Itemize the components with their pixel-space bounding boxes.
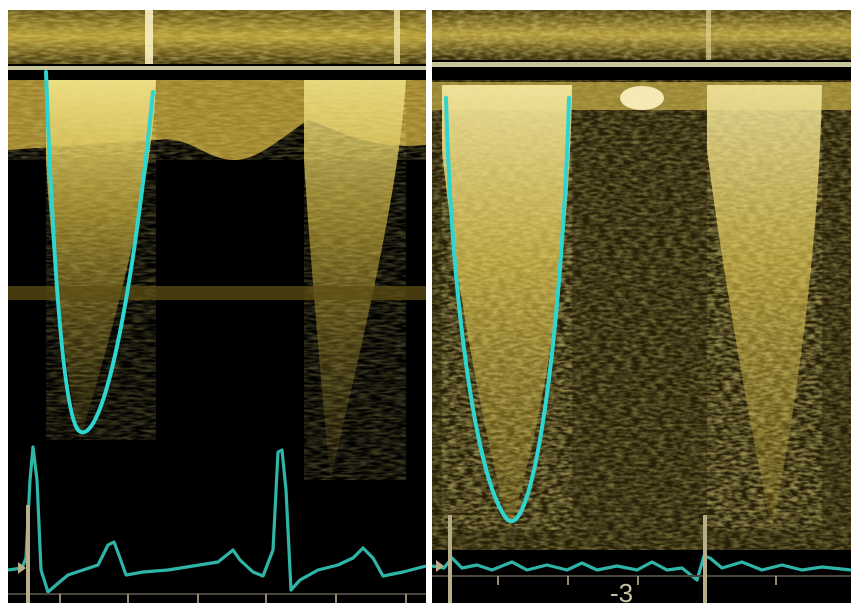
velocity-trace-right [444, 96, 571, 523]
ecg-arrow-right [436, 560, 444, 572]
velocity-trace-left [44, 70, 155, 435]
baseline-right [432, 62, 851, 67]
ecg-trace-right [432, 554, 851, 582]
scale-label: -3 [610, 578, 634, 603]
baseline-left [8, 66, 426, 70]
doppler-spectrum-left [8, 10, 426, 603]
time-ticks-right [497, 576, 777, 585]
ecg-trace-left [8, 445, 426, 594]
doppler-spectrum-right [432, 10, 851, 603]
cursor-marker-right-1 [448, 515, 452, 603]
time-ticks-left [59, 594, 407, 603]
cursor-marker-left [26, 505, 30, 603]
ecg-arrow-left [18, 562, 26, 574]
doppler-panel-left [8, 10, 426, 603]
doppler-panel-right: -3 [432, 10, 851, 603]
cursor-marker-right-2 [703, 515, 707, 603]
